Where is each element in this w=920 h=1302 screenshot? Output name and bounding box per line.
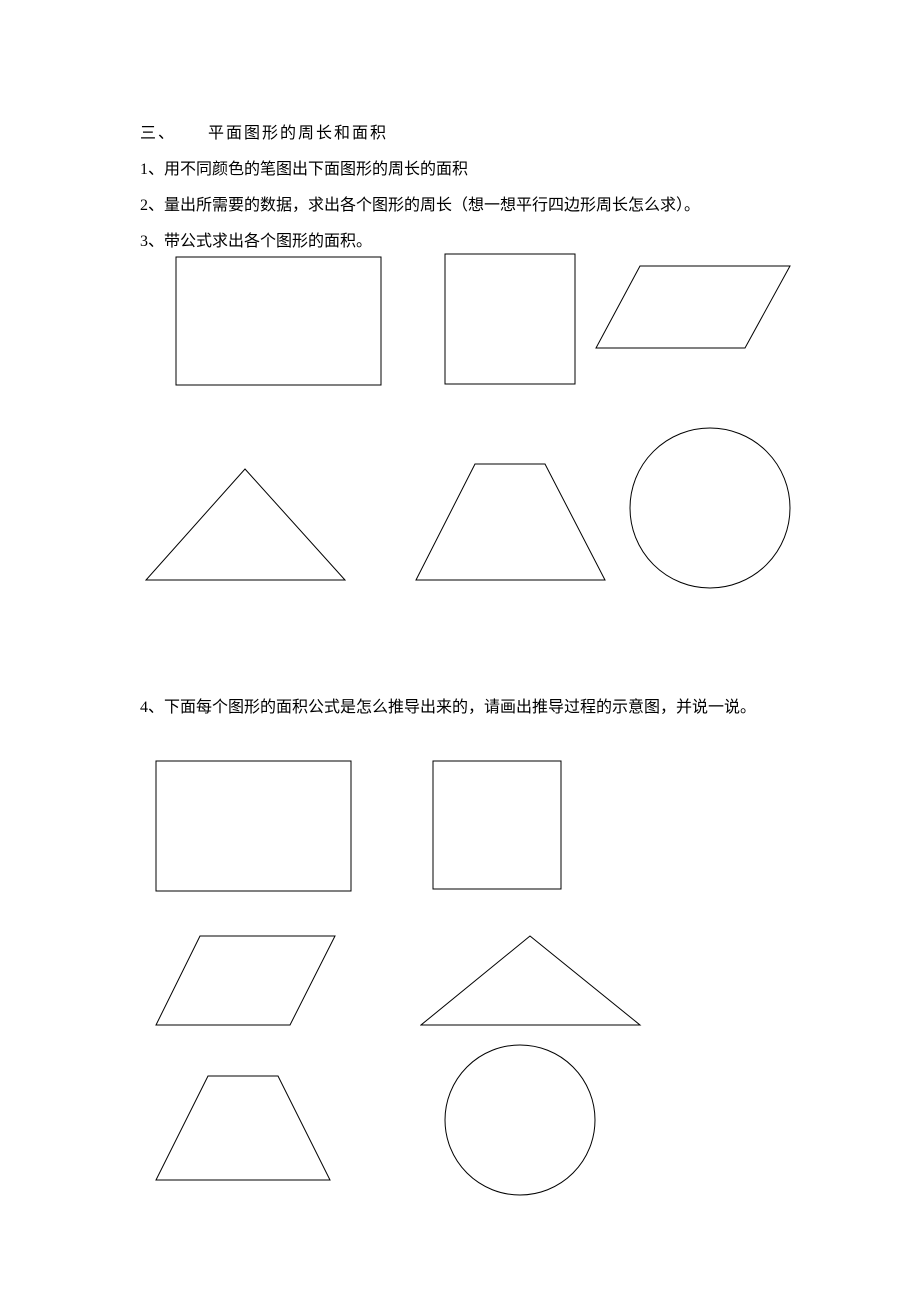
triangle-shape-1 <box>145 468 347 582</box>
square-shape-1 <box>444 253 576 385</box>
shapes-layer <box>0 0 920 1302</box>
circle-shape-1 <box>628 426 792 590</box>
rectangle-shape-2 <box>155 760 352 892</box>
square-shape-2 <box>432 760 562 890</box>
trapezoid-shape-1 <box>415 463 607 582</box>
parallelogram-shape-1 <box>595 265 792 350</box>
circle-shape-2 <box>443 1043 597 1197</box>
triangle-shape-2 <box>420 935 642 1027</box>
parallelogram-shape-2 <box>155 935 337 1027</box>
trapezoid-shape-2 <box>155 1075 332 1182</box>
rectangle-shape-1 <box>175 256 382 386</box>
